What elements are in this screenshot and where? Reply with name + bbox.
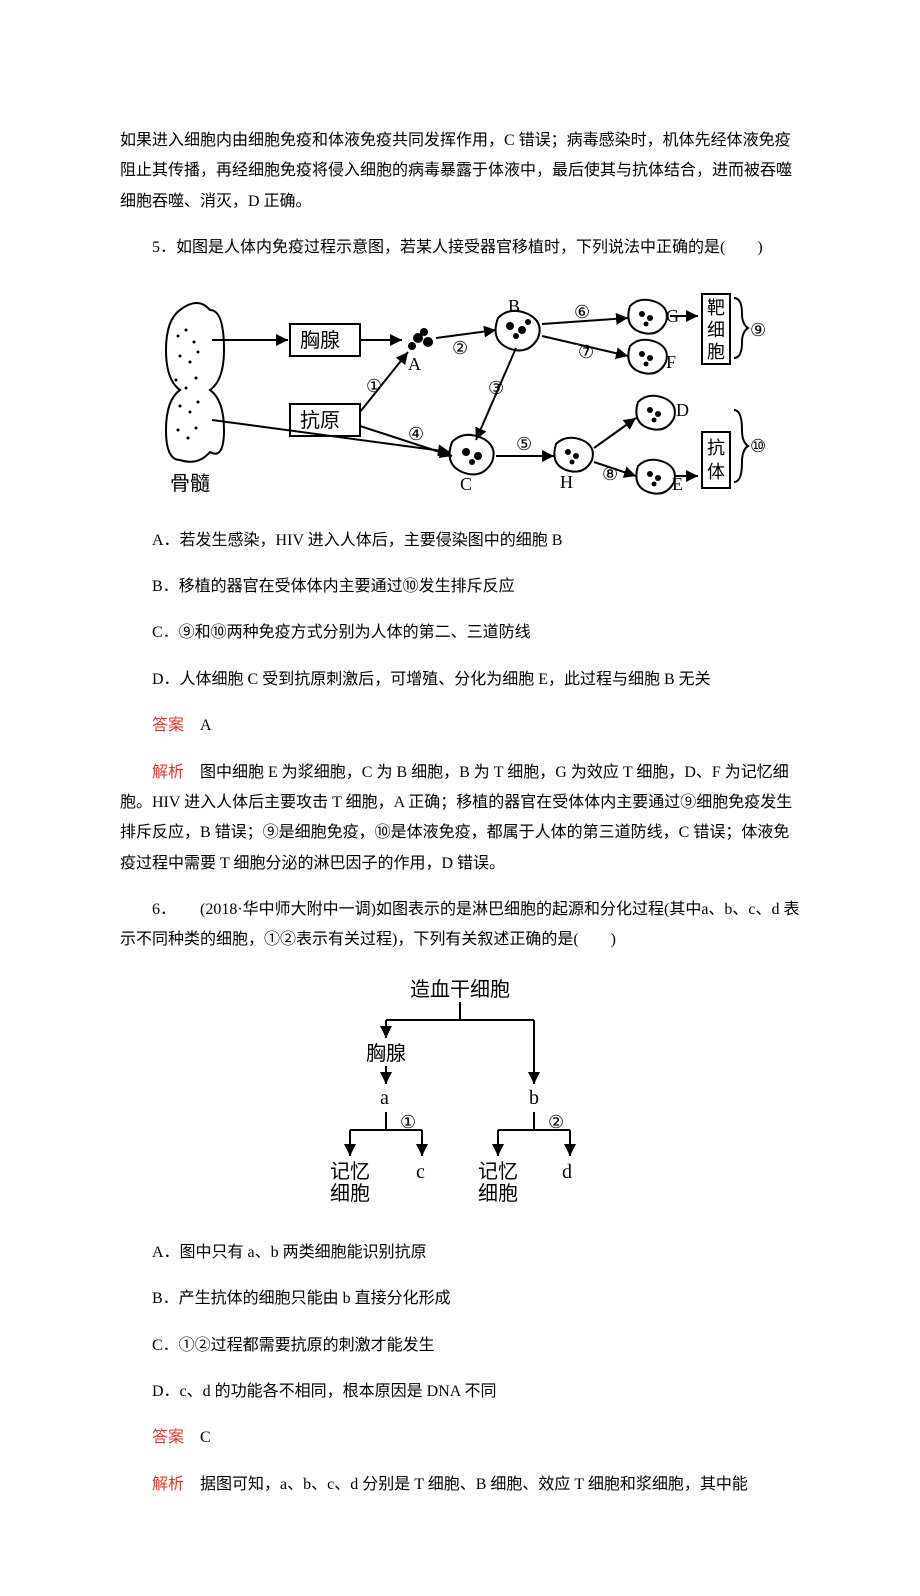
q5-explain-label: 解析	[152, 764, 184, 781]
q5-answer-label: 答案	[152, 717, 184, 734]
target-l1: 靶	[707, 298, 725, 318]
cell-C	[450, 434, 494, 474]
bone-marrow-label: 骨髓	[170, 472, 210, 495]
cell-A	[408, 328, 433, 350]
cell-B	[496, 310, 540, 350]
b-label: b	[529, 1087, 539, 1109]
target-l3: 胞	[707, 342, 725, 362]
a-label: a	[380, 1087, 389, 1109]
target-l2: 细	[707, 320, 725, 340]
cell-D	[636, 395, 675, 429]
q5-answer-text: A	[184, 717, 212, 734]
thymus2-label: 胸腺	[366, 1042, 406, 1065]
q5-option-a: A．若发生感染，HIV 进入人体后，主要侵染图中的细胞 B	[120, 526, 800, 556]
q5-answer: 答案 A	[120, 711, 800, 741]
antibody-l2: 体	[707, 462, 725, 482]
q5-figure: 骨髓 胸腺 抗原 A ① ④ ② B ③	[150, 280, 770, 510]
cell-F	[628, 339, 667, 373]
circ-9: ⑨	[750, 320, 766, 340]
circ-2: ②	[452, 338, 468, 358]
root-label: 造血干细胞	[410, 978, 510, 1001]
circ-7: ⑦	[578, 342, 594, 362]
circ-3: ③	[488, 378, 504, 398]
antibody-l1: 抗	[707, 438, 725, 458]
q6-answer: 答案 C	[120, 1423, 800, 1453]
label-A: A	[408, 354, 421, 374]
bone-marrow-shape	[166, 303, 224, 462]
mem1-l1: 记忆	[330, 1160, 370, 1183]
intro-paragraph: 如果进入细胞内由细胞免疫和体液免疫共同发挥作用，C 错误；病毒感染时，机体先经体…	[120, 126, 800, 217]
label-D: D	[676, 400, 689, 420]
circ-6: ⑥	[574, 302, 590, 322]
q6-option-d: D．c、d 的功能各不相同，根本原因是 DNA 不同	[120, 1377, 800, 1407]
label-B: B	[508, 296, 520, 316]
mem2-l2: 细胞	[478, 1182, 518, 1205]
q5-stem: 5．如图是人体内免疫过程示意图，若某人接受器官移植时，下列说法中正确的是( )	[120, 233, 800, 263]
q6-explain-text: 据图可知，a、b、c、d 分别是 T 细胞、B 细胞、效应 T 细胞和浆细胞，其…	[184, 1476, 748, 1493]
label-C: C	[460, 474, 472, 494]
q5-option-b: B．移植的器官在受体体内主要通过⑩发生排斥反应	[120, 572, 800, 602]
c-label: c	[416, 1161, 425, 1183]
q6-explain-label: 解析	[152, 1476, 184, 1493]
circ-10: ⑩	[750, 436, 766, 456]
q6-answer-text: C	[184, 1429, 211, 1446]
thymus-label: 胸腺	[300, 329, 340, 352]
cell-E	[636, 459, 675, 493]
circ-4: ④	[408, 424, 424, 444]
q6-answer-label: 答案	[152, 1429, 184, 1446]
mem1-l2: 细胞	[330, 1182, 370, 1205]
q6-explain: 解析 据图可知，a、b、c、d 分别是 T 细胞、B 细胞、效应 T 细胞和浆细…	[120, 1470, 800, 1500]
q6-figure: 造血干细胞 胸腺 a b ① ② 记忆 细胞 c 记忆 细胞 d	[300, 972, 620, 1222]
label-F: F	[666, 352, 676, 372]
circ-5: ⑤	[516, 434, 532, 454]
q6-option-c: C．①②过程都需要抗原的刺激才能发生	[120, 1331, 800, 1361]
cell-H	[554, 437, 593, 471]
q6-option-a: A．图中只有 a、b 两类细胞能识别抗原	[120, 1238, 800, 1268]
q5-explain: 解析 图中细胞 E 为浆细胞，C 为 B 细胞，B 为 T 细胞，G 为效应 T…	[120, 758, 800, 880]
d-label: d	[562, 1161, 572, 1183]
q6-stem: 6． (2018·华中师大附中一调)如图表示的是淋巴细胞的起源和分化过程(其中a…	[120, 895, 800, 956]
antigen-label: 抗原	[300, 409, 340, 432]
circ-1: ①	[366, 376, 382, 396]
circ-8: ⑧	[602, 464, 618, 484]
mem2-l1: 记忆	[478, 1160, 518, 1183]
q5-explain-text: 图中细胞 E 为浆细胞，C 为 B 细胞，B 为 T 细胞，G 为效应 T 细胞…	[120, 764, 792, 872]
q5-option-c: C．⑨和⑩两种免疫方式分别为人体的第二、三道防线	[120, 618, 800, 648]
label-H: H	[560, 472, 573, 492]
q5-option-d: D．人体细胞 C 受到抗原刺激后，可增殖、分化为细胞 E，此过程与细胞 B 无关	[120, 665, 800, 695]
q6-option-b: B．产生抗体的细胞只能由 b 直接分化形成	[120, 1284, 800, 1314]
cell-G	[628, 299, 667, 333]
